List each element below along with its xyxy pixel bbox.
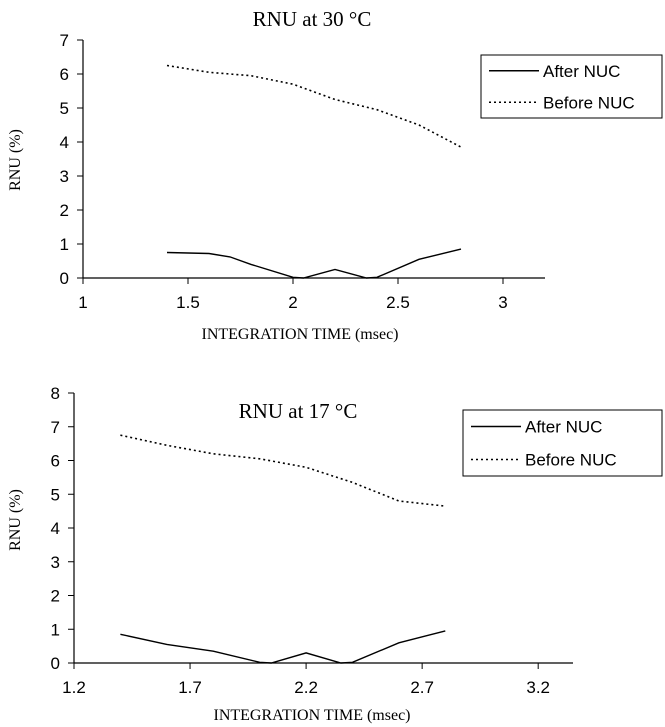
legend-label-before-nuc: Before NUC: [525, 451, 617, 470]
y-tick-label: 7: [51, 418, 60, 437]
series-line-before-nuc: [166, 64, 462, 148]
legend-label-after-nuc: After NUC: [525, 418, 602, 437]
y-tick-label: 2: [51, 587, 60, 606]
y-axis-label: RNU (%): [7, 489, 24, 551]
y-tick-label: 4: [51, 519, 60, 538]
x-tick-label: 1: [78, 293, 87, 312]
y-tick-label: 5: [51, 485, 60, 504]
x-tick-label: 2.5: [386, 293, 410, 312]
x-tick-label: 2.7: [410, 678, 434, 697]
series-line-after-nuc: [120, 630, 446, 664]
x-tick-label: 1.7: [178, 678, 202, 697]
x-axis-label: INTEGRATION TIME (msec): [202, 326, 399, 343]
y-tick-label: 3: [51, 553, 60, 572]
y-tick-label: 3: [60, 167, 69, 186]
y-axis-label: RNU (%): [7, 129, 24, 191]
x-tick-label: 3: [498, 293, 507, 312]
legend-label-after-nuc: After NUC: [543, 62, 620, 81]
legend-box: [480, 54, 663, 119]
y-tick-label: 2: [60, 201, 69, 220]
chart-title: RNU at 30 °C: [253, 7, 372, 31]
y-tick-label: 6: [60, 65, 69, 84]
series-line-before-nuc: [120, 434, 446, 507]
chart-title: RNU at 17 °C: [239, 399, 358, 423]
y-tick-label: 6: [51, 452, 60, 471]
y-tick-label: 5: [60, 99, 69, 118]
x-tick-label: 1.5: [176, 293, 200, 312]
chart-rnu-17c: RNU at 17 °C 0 1 2 3 4 5 6 7 8 1.2 1.7 2.2 2.7 3.2 INTE…: [7, 384, 663, 724]
y-tick-label: 1: [60, 235, 69, 254]
y-tick-label: 8: [51, 384, 60, 403]
y-tick-label: 4: [60, 133, 69, 152]
y-tick-label: 0: [60, 269, 69, 288]
x-axis-label: INTEGRATION TIME (msec): [214, 707, 411, 724]
x-tick-label: 2.2: [294, 678, 318, 697]
legend-label-before-nuc: Before NUC: [543, 93, 635, 112]
x-tick-label: 2: [288, 293, 297, 312]
y-tick-label: 7: [60, 31, 69, 50]
y-tick-label: 0: [51, 654, 60, 673]
x-tick-label: 1.2: [62, 678, 86, 697]
y-tick-label: 1: [51, 620, 60, 639]
legend-box: [462, 409, 663, 477]
x-tick-label: 3.2: [526, 678, 550, 697]
series-line-after-nuc: [166, 248, 462, 279]
